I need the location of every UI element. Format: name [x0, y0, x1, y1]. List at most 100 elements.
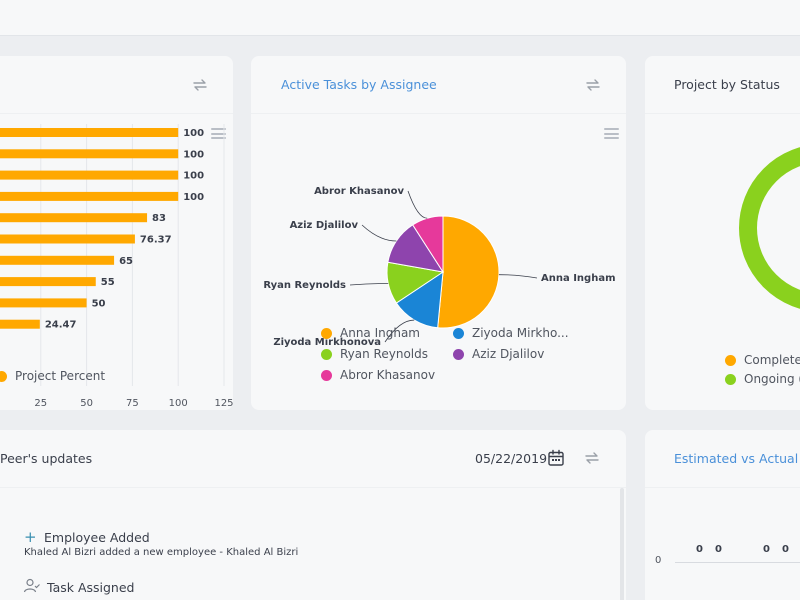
bar-value-label: 0: [763, 544, 770, 555]
legend-item[interactable]: Anna Ingham: [321, 326, 420, 340]
hamburger-menu-icon[interactable]: [211, 128, 226, 139]
card-title: Peer's updates: [0, 451, 93, 466]
legend-dot: [453, 327, 464, 339]
bar-value-label: 65: [119, 256, 133, 267]
bar-value-label: 100: [183, 128, 204, 139]
calendar-icon[interactable]: [547, 449, 565, 467]
legend-item[interactable]: Abror Khasanov: [321, 368, 435, 382]
hamburger-menu-icon[interactable]: [604, 128, 619, 139]
bar[interactable]: [0, 234, 135, 244]
bar[interactable]: [0, 319, 40, 329]
legend-label: Anna Ingham: [340, 326, 420, 340]
card-header: [0, 56, 233, 114]
bar[interactable]: [0, 255, 115, 265]
pie-slice-label: Abror Khasanov: [314, 186, 404, 197]
x-tick-label: 100: [169, 398, 188, 409]
bar[interactable]: [0, 277, 96, 287]
pie-leader-line: [384, 319, 415, 343]
peers-updates-card: Peer's updates 05/22/2019 + Employee Add…: [0, 430, 626, 600]
estimated-vs-actual-card: Estimated vs Actual T 0 0 0 0 0: [645, 430, 800, 600]
status-donut-chart: [739, 147, 800, 309]
bar[interactable]: [0, 213, 148, 223]
feed-item-title: Employee Added: [44, 530, 150, 545]
card-header: [645, 56, 800, 114]
bar-value-label: 83: [152, 213, 166, 224]
legend-label: Ongoing (: [744, 372, 800, 386]
top-header-bar: [0, 0, 800, 36]
card-title: Project by Status: [674, 77, 780, 92]
feed-scrollbar[interactable]: [620, 488, 624, 600]
legend-dot: [453, 348, 464, 360]
refresh-icon[interactable]: [191, 76, 209, 94]
legend-label: Project Percent: [15, 369, 106, 383]
bar-value-label: 55: [101, 277, 115, 288]
legend-item[interactable]: Ziyoda Mirkho...: [453, 326, 569, 340]
pie-leader-line: [349, 283, 389, 286]
pie-leader-line: [498, 274, 538, 279]
x-tick-label: 25: [34, 398, 47, 409]
project-percent-card: 100 100 100 100 83 76.37 65 55 50 24.47 25 50 75 100…: [0, 56, 233, 410]
x-tick-label: 50: [80, 398, 93, 409]
feed-item-subtitle: Khaled Al Bizri added a new employee - K…: [24, 547, 299, 558]
card-title: Estimated vs Actual T: [674, 451, 800, 466]
legend-dot: [321, 369, 332, 381]
bar-value-label: 100: [183, 149, 204, 160]
bar[interactable]: [0, 170, 179, 180]
pie-leader-line: [407, 190, 428, 219]
user-check-icon: [23, 578, 40, 593]
card-header: [645, 430, 800, 488]
legend-dot: [321, 348, 332, 360]
pie-slice-label: Anna Ingham: [541, 273, 616, 284]
legend-label: Aziz Djalilov: [472, 347, 545, 361]
pie-slices: [386, 215, 500, 329]
feed-item-title: Task Assigned: [47, 580, 135, 595]
y-axis-zero-label: 0: [655, 555, 662, 566]
legend-label: Ryan Reynolds: [340, 347, 428, 361]
pie-slice[interactable]: [437, 215, 500, 329]
legend-item-ongoing[interactable]: Ongoing (: [725, 372, 800, 386]
legend-label: Ziyoda Mirkho...: [472, 326, 569, 340]
card-header: [0, 430, 626, 488]
card-title: Active Tasks by Assignee: [281, 77, 437, 92]
card-header: [251, 56, 626, 114]
legend-label: Complete: [744, 353, 800, 367]
bar-value-label: 0: [696, 544, 703, 555]
bar[interactable]: [0, 298, 87, 308]
refresh-icon[interactable]: [583, 449, 601, 467]
legend-dot: [725, 373, 736, 385]
chart-value-labels: 100 100 100 100 83 76.37 65 55 50 24.47: [45, 128, 204, 331]
x-tick-label: 125: [214, 398, 233, 409]
legend-item-complete[interactable]: Complete: [725, 353, 800, 367]
bar[interactable]: [0, 128, 179, 137]
bar-value-label: 76.37: [140, 235, 172, 246]
bar-value-label: 0: [782, 544, 789, 555]
legend-dot: [725, 354, 736, 366]
bar-value-label: 24.47: [45, 320, 77, 331]
legend-item[interactable]: Ryan Reynolds: [321, 347, 428, 361]
bar[interactable]: [0, 149, 179, 159]
chart-bars: [0, 128, 179, 329]
pie-slice-label: Ryan Reynolds: [263, 280, 346, 291]
project-bar-chart: 100 100 100 100 83 76.37 65 55 50 24.47 25 50 75 100…: [0, 124, 233, 409]
x-tick-label: 75: [126, 398, 139, 409]
bar-value-label: 50: [92, 298, 106, 309]
pie-leader-line: [361, 224, 397, 242]
refresh-icon[interactable]: [584, 76, 602, 94]
pie-slice-label: Ziyoda Mirkhonova: [273, 337, 381, 348]
bar-value-label: 100: [183, 192, 204, 203]
active-tasks-card: Active Tasks by Assignee Anna Ingham Ziyo…: [251, 56, 626, 410]
legend-item[interactable]: Aziz Djalilov: [453, 347, 544, 361]
plus-icon: +: [24, 528, 37, 546]
date-value[interactable]: 05/22/2019: [475, 451, 548, 466]
chart-gridlines: [40, 124, 225, 386]
bar[interactable]: [0, 191, 179, 201]
donut-ring-ongoing: [739, 147, 800, 309]
pie-leader-lines: [349, 190, 538, 343]
bar-value-label: 100: [183, 171, 204, 182]
chart-x-tick-labels: 25 50 75 100 125: [34, 398, 233, 409]
bar-value-label: 0: [715, 544, 722, 555]
legend-item-project-percent[interactable]: Project Percent: [0, 369, 105, 383]
pie-slice-label: Aziz Djalilov: [290, 220, 359, 231]
